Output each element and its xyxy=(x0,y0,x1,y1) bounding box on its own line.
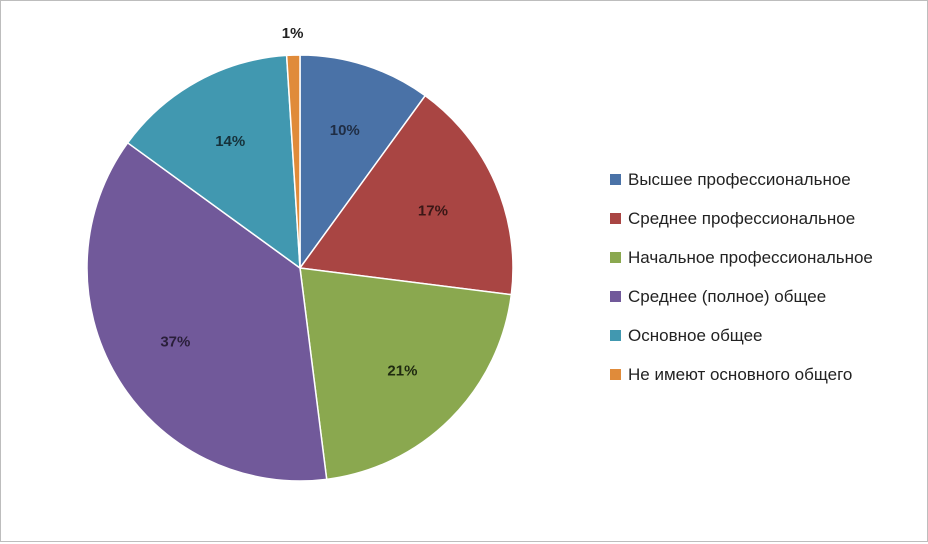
legend-item: Среднее (полное) общее xyxy=(610,277,920,316)
legend-label: Среднее (полное) общее xyxy=(628,286,827,306)
legend-swatch xyxy=(610,213,621,224)
legend-swatch xyxy=(610,174,621,185)
pie-slice xyxy=(299,267,513,481)
legend-swatch xyxy=(610,252,621,263)
legend-label: Высшее профессиональное xyxy=(628,169,851,189)
legend-item: Высшее профессиональное xyxy=(610,160,920,199)
data-label: 10% xyxy=(330,122,360,139)
legend-swatch xyxy=(610,330,621,341)
legend-swatch xyxy=(610,369,621,380)
legend-item: Основное общее xyxy=(610,316,920,355)
legend: Высшее профессиональное Среднее професси… xyxy=(610,160,920,394)
data-label: 17% xyxy=(418,202,448,219)
legend-item: Среднее профессиональное xyxy=(610,199,920,238)
pie-slice xyxy=(86,141,328,482)
legend-label: Среднее профессиональное xyxy=(628,208,856,228)
data-label: 37% xyxy=(160,334,190,351)
pie-slice xyxy=(126,54,301,270)
legend-label: Начальное профессиональное xyxy=(628,247,873,267)
data-label: 21% xyxy=(387,362,417,379)
legend-item: Начальное профессиональное xyxy=(610,238,920,277)
data-label: 1% xyxy=(282,25,304,42)
legend-swatch xyxy=(610,291,621,302)
pie-slice xyxy=(298,94,514,296)
legend-item: Не имеют основного общего xyxy=(610,355,920,394)
data-label: 14% xyxy=(215,133,245,150)
pie-slice xyxy=(285,54,301,269)
legend-label: Не имеют основного общего xyxy=(628,364,853,384)
pie-slice xyxy=(299,54,427,271)
legend-label: Основное общее xyxy=(628,325,763,345)
